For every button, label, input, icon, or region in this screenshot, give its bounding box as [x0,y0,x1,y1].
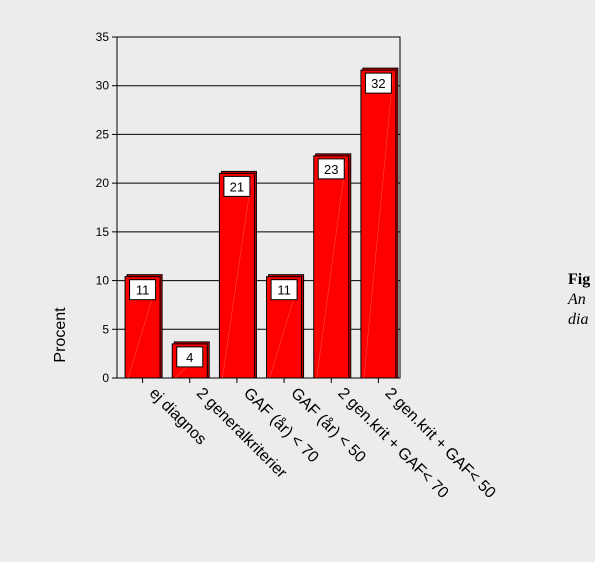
plot-frame [116,36,401,379]
data-label-box [176,346,204,368]
y-tick-label: 10 [96,274,110,288]
y-axis-label-text: Procent [52,307,69,363]
bar-highlight [222,179,252,379]
y-tick-label: 35 [96,30,110,44]
data-label-box [270,279,298,301]
bar [313,155,350,379]
figure-caption: Fig An dia [568,270,590,330]
y-tick-label: 0 [102,371,109,385]
data-label: 4 [186,350,193,365]
y-axis: 0 5 10 15 20 25 30 35 [96,30,117,385]
caption-line-2: dia [568,311,589,328]
data-label: 11 [136,283,150,298]
data-label: 21 [230,179,244,194]
data-label-box [317,158,345,180]
y-tick-label: 5 [102,322,109,336]
bar [218,172,255,379]
data-label-box [364,72,392,94]
data-label-box [129,279,157,301]
y-tick-label: 30 [96,79,110,93]
bars: 11 4 21 11 23 32 [124,67,399,379]
bar-highlight [316,161,347,379]
data-label-box [223,175,251,197]
y-tick-label: 15 [96,225,110,239]
caption-title: Fig [568,271,591,288]
y-axis-label: Procent [52,307,69,363]
data-label: 23 [324,162,338,177]
grid [116,36,401,379]
y-tick-label: 20 [96,176,110,190]
y-tick-label: 25 [96,127,110,141]
bar-highlight [363,76,394,379]
data-label: 11 [277,283,291,298]
data-label: 32 [371,76,385,91]
caption-line-1: An [568,291,586,308]
